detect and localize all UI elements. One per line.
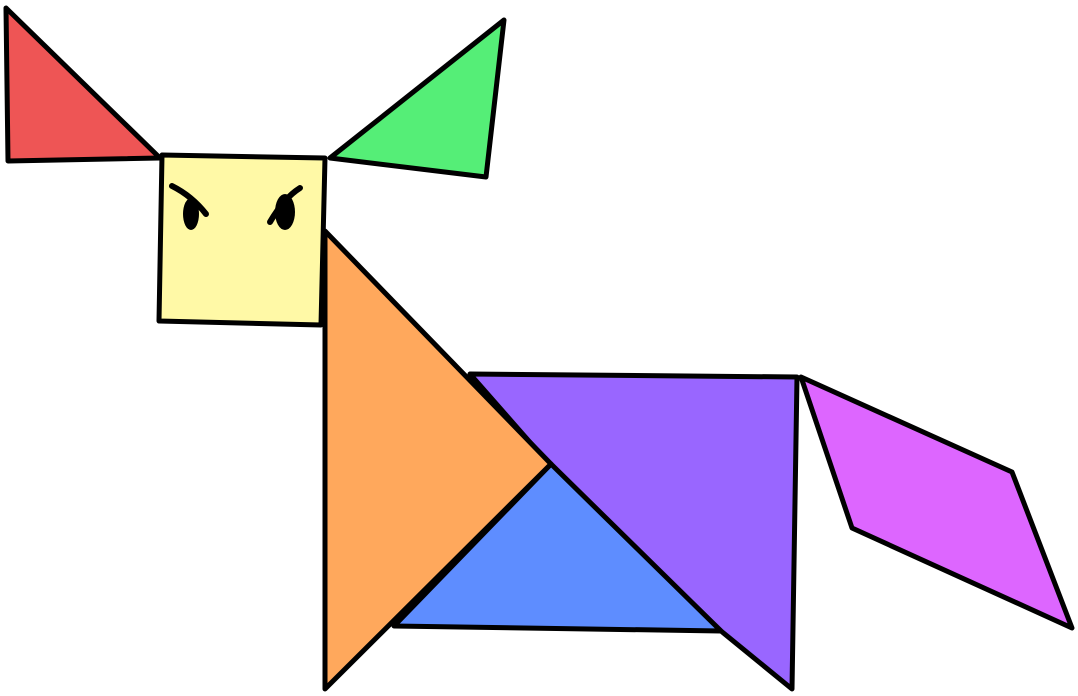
body-front-piece xyxy=(322,228,554,692)
left-eyebrow xyxy=(169,183,209,217)
left-eye xyxy=(183,198,199,230)
right-eye xyxy=(275,194,295,230)
tail-piece xyxy=(798,374,1075,631)
face xyxy=(169,183,303,230)
ear-left-piece xyxy=(3,5,163,164)
ear-right-piece xyxy=(327,17,507,180)
head-piece xyxy=(156,152,328,328)
